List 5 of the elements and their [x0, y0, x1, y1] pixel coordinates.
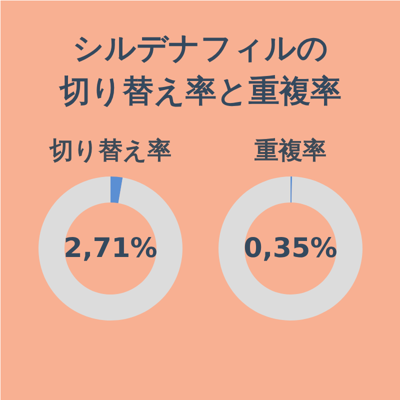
chart-subtitle: 切り替え率 [48, 136, 172, 164]
chart-subtitle: 重複率 [254, 136, 326, 164]
chart-title: シルデナフィルの切り替え率と重複率 [58, 30, 342, 110]
data-label: 0,35% [244, 233, 338, 264]
data-label: 2,71% [64, 233, 158, 264]
